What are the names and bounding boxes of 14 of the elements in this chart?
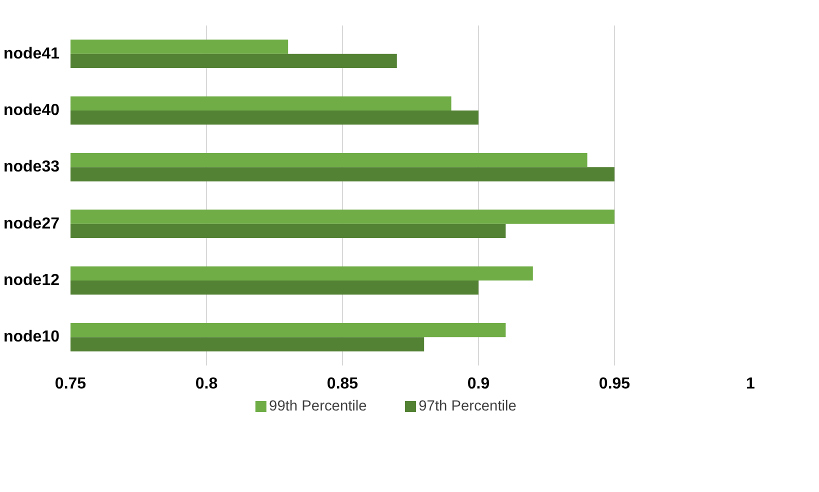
y-tick-label: node12 xyxy=(3,272,60,289)
x-tick-label: 1 xyxy=(746,376,756,392)
y-tick-label: node41 xyxy=(3,45,60,62)
x-tick-label: 0.8 xyxy=(195,376,218,392)
legend-label: 99th Percentile xyxy=(269,398,367,414)
x-tick-label: 0.85 xyxy=(326,376,358,392)
y-tick-label: node10 xyxy=(3,328,60,346)
y-tick-label: node40 xyxy=(3,102,60,119)
x-tick-label: 0.9 xyxy=(467,376,490,392)
y-tick-label: node27 xyxy=(3,215,60,232)
legend-label: 97th Percentile xyxy=(418,398,516,414)
x-tick-label: 0.95 xyxy=(598,376,630,392)
y-tick-label: node33 xyxy=(3,158,60,176)
x-tick-label: 0.75 xyxy=(54,376,86,392)
